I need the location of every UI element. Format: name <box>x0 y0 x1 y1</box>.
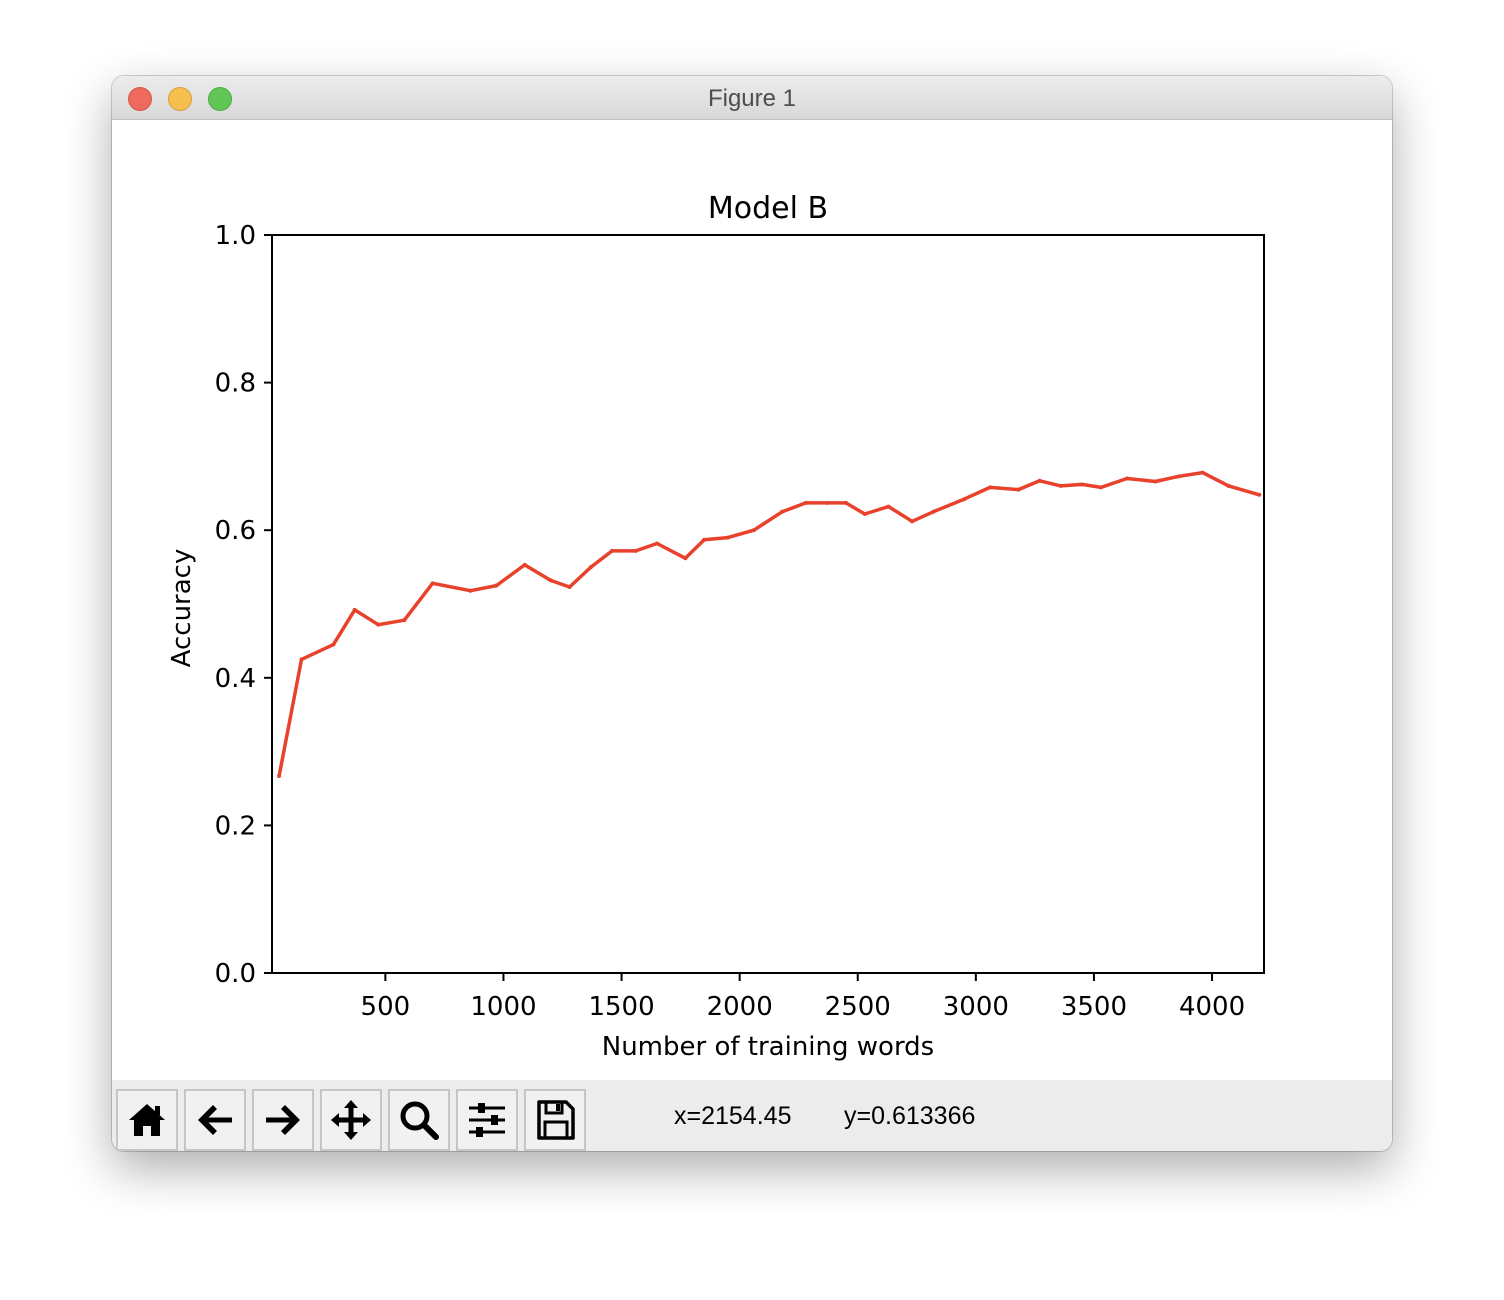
save-button[interactable] <box>524 1089 586 1151</box>
data-point <box>702 537 707 542</box>
y-tick-label: 0.4 <box>215 664 256 694</box>
data-point <box>1226 483 1231 488</box>
data-point <box>610 548 615 553</box>
chart-title: Model B <box>708 191 828 226</box>
data-point <box>277 773 282 778</box>
x-tick-label: 1000 <box>470 992 536 1022</box>
y-tick-label: 0.8 <box>215 369 256 399</box>
data-point <box>780 509 785 514</box>
maximize-window-button[interactable] <box>208 87 232 111</box>
cursor-y-readout: y=0.613366 <box>844 1102 976 1130</box>
data-point <box>376 622 381 627</box>
data-point <box>468 588 473 593</box>
data-point <box>1080 482 1085 487</box>
line-chart[interactable]: Model B Number of training words Accurac… <box>112 120 1392 1080</box>
y-tick-label: 0.2 <box>215 811 256 841</box>
x-axis-label: Number of training words <box>602 1032 934 1062</box>
home-button[interactable] <box>116 1089 178 1151</box>
data-point <box>751 528 756 533</box>
window-title: Figure 1 <box>707 85 797 112</box>
configure-subplots-button[interactable] <box>456 1089 518 1151</box>
data-point <box>588 565 593 570</box>
data-point <box>1257 492 1262 497</box>
data-point <box>988 485 993 490</box>
data-point <box>402 618 407 623</box>
close-window-button[interactable] <box>128 87 152 111</box>
data-point <box>886 504 891 509</box>
data-point <box>567 585 572 590</box>
sliders-icon <box>469 1103 505 1137</box>
cursor-x-readout: x=2154.45 <box>674 1102 792 1130</box>
series-group <box>277 470 1262 778</box>
data-point <box>331 642 336 647</box>
x-tick-label: 2000 <box>707 992 773 1022</box>
data-point <box>1099 485 1104 490</box>
figure-background <box>112 120 1392 1080</box>
data-point <box>725 535 730 540</box>
zoom-button[interactable] <box>388 1089 450 1151</box>
move-icon <box>331 1100 371 1140</box>
x-tick-label: 500 <box>361 992 411 1022</box>
data-point <box>1037 478 1042 483</box>
data-point <box>548 578 553 583</box>
data-point <box>683 556 688 561</box>
x-tick-label: 3000 <box>943 992 1009 1022</box>
data-point <box>1125 476 1130 481</box>
data-point <box>494 583 499 588</box>
navigation-toolbar: x=2154.45 y=0.613366 <box>112 1080 1392 1151</box>
arrow-left-icon <box>198 1105 232 1135</box>
y-tick-label: 0.0 <box>215 959 256 989</box>
x-tick-label: 1500 <box>588 992 654 1022</box>
y-tick-label: 1.0 <box>215 221 256 251</box>
pan-button[interactable] <box>320 1089 382 1151</box>
data-point <box>430 581 435 586</box>
minimize-window-button[interactable] <box>168 87 192 111</box>
back-button[interactable] <box>184 1089 246 1151</box>
data-point <box>931 509 936 514</box>
x-tick-label: 4000 <box>1179 992 1245 1022</box>
y-tick-label: 0.6 <box>215 516 256 546</box>
forward-button[interactable] <box>252 1089 314 1151</box>
data-point <box>633 548 638 553</box>
title-bar[interactable]: Figure 1 <box>112 76 1392 120</box>
data-point <box>862 511 867 516</box>
data-point <box>352 607 357 612</box>
home-icon <box>129 1104 165 1136</box>
magnifier-icon <box>400 1101 439 1140</box>
data-point <box>1200 470 1205 475</box>
floppy-disk-icon <box>537 1100 575 1140</box>
data-point <box>1153 479 1158 484</box>
data-point <box>843 500 848 505</box>
arrow-right-icon <box>266 1105 300 1135</box>
x-tick-label: 3500 <box>1061 992 1127 1022</box>
data-point <box>1176 474 1181 479</box>
x-tick-label: 2500 <box>825 992 891 1022</box>
data-point <box>1016 487 1021 492</box>
y-axis-label: Accuracy <box>167 549 197 668</box>
data-point <box>803 500 808 505</box>
data-point <box>522 562 527 567</box>
data-point <box>1058 483 1063 488</box>
axis-ticks: 500 1000 1500 2000 2500 3000 3500 4000 0.0 0.2 0.4… <box>215 221 1245 1022</box>
data-point <box>962 497 967 502</box>
data-point <box>910 519 915 524</box>
data-point <box>654 541 659 546</box>
plot-frame <box>271 234 1265 974</box>
figure-window: Figure 1 Model B Number of training word… <box>112 76 1392 1151</box>
data-point <box>825 500 830 505</box>
data-point <box>299 657 304 662</box>
